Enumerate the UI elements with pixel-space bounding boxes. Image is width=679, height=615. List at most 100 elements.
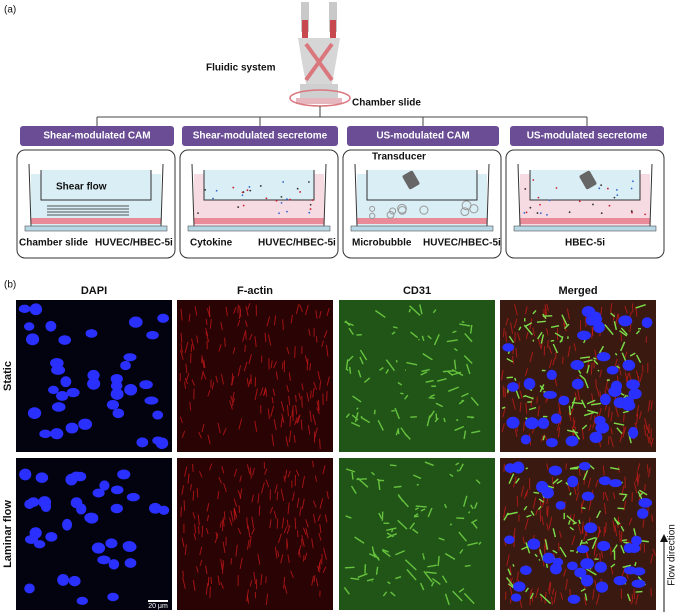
nucleus xyxy=(97,555,111,565)
junction xyxy=(451,371,462,376)
actin xyxy=(571,535,576,545)
actin xyxy=(529,588,533,596)
actin xyxy=(575,491,580,501)
actin xyxy=(510,322,514,334)
nucleus xyxy=(555,500,566,510)
junction xyxy=(386,527,397,531)
nucleus xyxy=(596,352,611,362)
actin xyxy=(634,422,638,430)
nucleus xyxy=(105,538,118,549)
nucleus xyxy=(565,435,579,447)
nucleus xyxy=(50,428,64,440)
column-title: CD31 xyxy=(403,285,431,297)
particle xyxy=(548,199,551,202)
junction xyxy=(620,327,628,336)
particle xyxy=(241,191,244,194)
junction xyxy=(455,462,460,466)
actin xyxy=(296,415,300,424)
junction xyxy=(552,549,558,554)
actin xyxy=(224,337,226,347)
junction xyxy=(428,410,435,419)
junction xyxy=(611,544,618,553)
particle xyxy=(525,211,528,214)
actin xyxy=(319,380,322,390)
junction xyxy=(572,521,577,525)
actin xyxy=(181,430,186,438)
junction xyxy=(357,573,368,579)
cell-layer xyxy=(31,218,161,224)
junction xyxy=(470,504,474,510)
nucleus xyxy=(34,540,46,549)
junction xyxy=(467,511,471,514)
actin xyxy=(577,388,581,401)
junction xyxy=(537,505,542,510)
actin xyxy=(548,582,552,595)
actin xyxy=(274,546,278,559)
junction xyxy=(397,381,403,386)
actin xyxy=(315,578,319,587)
actin xyxy=(297,545,302,556)
particle xyxy=(249,189,252,192)
actin xyxy=(220,558,223,570)
wall xyxy=(28,163,164,227)
actin xyxy=(560,592,564,600)
junction xyxy=(441,575,448,584)
actin xyxy=(244,344,246,353)
nucleus xyxy=(595,581,609,593)
junction xyxy=(448,386,459,392)
junction xyxy=(534,553,538,558)
actin xyxy=(209,319,212,329)
actin xyxy=(502,385,505,398)
actin xyxy=(211,381,215,390)
actin xyxy=(231,397,235,407)
actin xyxy=(311,538,314,549)
nucleus xyxy=(110,388,124,400)
junction xyxy=(554,332,564,339)
actin xyxy=(181,485,185,495)
actin xyxy=(595,379,597,389)
actin xyxy=(247,525,251,538)
junction xyxy=(581,424,588,430)
actin xyxy=(652,548,657,556)
actin xyxy=(223,482,227,493)
junction xyxy=(415,505,427,508)
junction xyxy=(570,397,576,409)
particle xyxy=(204,188,207,191)
nucleus xyxy=(106,399,119,410)
actin xyxy=(514,304,518,316)
nucleus xyxy=(92,488,105,498)
junction xyxy=(356,478,367,481)
junction xyxy=(540,334,545,344)
actin xyxy=(309,363,312,371)
junction xyxy=(428,397,435,400)
junction xyxy=(385,359,396,372)
junction xyxy=(580,399,587,409)
actin xyxy=(317,559,322,572)
junction xyxy=(359,349,368,361)
nucleus xyxy=(124,383,138,396)
junction xyxy=(408,308,411,313)
diagram-label: Chamber slide xyxy=(19,238,88,249)
panel-label: (b) xyxy=(4,280,16,291)
fluidic-device xyxy=(289,2,351,107)
actin xyxy=(610,427,613,435)
actin xyxy=(312,414,317,425)
actin xyxy=(273,418,277,431)
nucleus xyxy=(574,567,587,578)
device-label: Chamber slide xyxy=(352,98,421,109)
actin xyxy=(183,500,186,511)
particle xyxy=(616,194,619,197)
junction xyxy=(524,394,533,400)
junction xyxy=(404,394,409,400)
transducer xyxy=(402,170,420,190)
junction xyxy=(422,353,433,361)
junction xyxy=(345,359,349,370)
actin xyxy=(612,492,616,500)
nucleus xyxy=(62,518,73,531)
junction xyxy=(501,406,506,409)
actin xyxy=(220,322,223,331)
actin xyxy=(206,514,210,522)
junction xyxy=(406,361,418,366)
actin xyxy=(180,343,183,353)
actin xyxy=(313,575,316,583)
